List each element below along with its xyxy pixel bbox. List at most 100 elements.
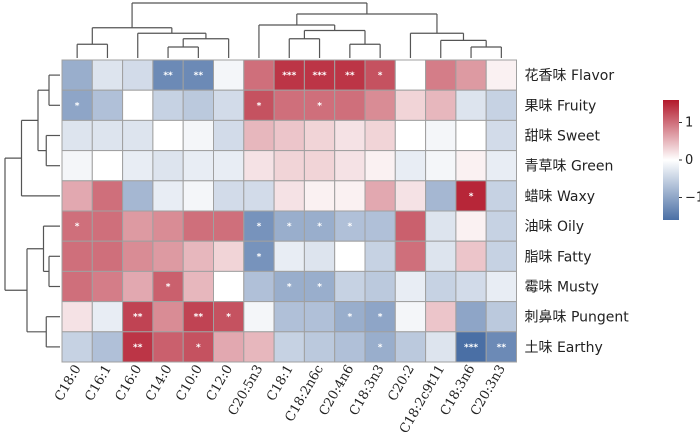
heatmap-cell [243, 180, 275, 212]
colorbar-gradient [663, 100, 679, 220]
heatmap-cell [425, 89, 457, 121]
column-labels: C18:0C16:1C16:0C14:0C10:0C12:0C20:5n3C18… [52, 362, 509, 436]
heatmap-cell [455, 301, 487, 333]
heatmap-cell [364, 240, 396, 272]
row-label: 果味 Fruity [525, 98, 597, 114]
heatmap-cell [394, 59, 427, 91]
heatmap-cell [152, 240, 184, 272]
heatmap-cell [273, 59, 305, 91]
heatmap-cell [394, 240, 427, 272]
heatmap-cell [213, 240, 245, 272]
significance-mark: ** [345, 71, 355, 81]
heatmap-cell [425, 240, 457, 272]
heatmap-cell [243, 331, 275, 363]
heatmap-cell [152, 180, 184, 212]
heatmap-cell [485, 59, 518, 91]
significance-mark: * [347, 313, 352, 323]
heatmap-cell [61, 240, 93, 272]
heatmap-cell [334, 180, 366, 212]
significance-mark: ** [497, 343, 507, 353]
significance-mark: * [257, 222, 262, 232]
heatmap-cells [61, 59, 518, 363]
heatmap-cell [455, 59, 487, 91]
significance-mark: * [75, 222, 80, 232]
heatmap-cell [394, 270, 427, 303]
row-label: 花香味 Flavor [525, 68, 615, 84]
significance-mark: * [469, 192, 474, 202]
heatmap-cell [303, 119, 336, 152]
column-label: C10:0 [173, 363, 206, 404]
column-label: C12:0 [204, 363, 237, 404]
column-label: C18:1 [264, 363, 297, 404]
heatmap-cell [61, 270, 93, 303]
heatmap-cell [152, 89, 184, 121]
heatmap-cell [425, 301, 457, 333]
heatmap-cell [273, 89, 305, 121]
heatmap-cell [213, 59, 245, 91]
heatmap-cell [182, 240, 214, 272]
heatmap-cell [182, 119, 214, 152]
heatmap-cell [213, 270, 245, 303]
heatmap-cell [455, 150, 487, 182]
significance-mark: ** [194, 313, 204, 323]
heatmap-cell [243, 119, 275, 152]
heatmap-cell [122, 270, 154, 303]
heatmap-cell [61, 59, 93, 91]
heatmap-cell [91, 119, 124, 152]
heatmap-cell [425, 59, 457, 91]
heatmap-cell [152, 150, 184, 182]
row-label: 油味 Oily [525, 219, 585, 235]
heatmap-cell [455, 210, 487, 242]
heatmap-cell [485, 240, 518, 272]
heatmap-cell [334, 240, 366, 272]
heatmap-cell [91, 89, 124, 121]
heatmap-cell [243, 270, 275, 303]
heatmap-cell [213, 89, 245, 121]
column-label: C16:0 [113, 363, 146, 404]
heatmap-cell [303, 240, 336, 272]
heatmap-cell [243, 59, 275, 91]
heatmap-cell [425, 150, 457, 182]
heatmap-cell [182, 150, 214, 182]
significance-mark: * [317, 222, 322, 232]
heatmap-cell [455, 89, 487, 121]
heatmap-cell [213, 331, 245, 363]
significance-mark: * [317, 283, 322, 293]
heatmap-cell [61, 89, 93, 121]
column-label: C20:2 [385, 363, 418, 404]
heatmap-cell [394, 89, 427, 121]
significance-mark: * [378, 343, 383, 353]
heatmap-cell [364, 270, 396, 303]
heatmap-cell [485, 150, 518, 182]
significance-marks: ** ** *** *** ** ** * *** * * * *** * *** ** * * *** * * ***… [75, 71, 507, 353]
heatmap-cell [334, 331, 366, 363]
heatmap-cell [122, 59, 154, 91]
heatmap-cell [91, 180, 124, 212]
column-label: C18:0 [52, 363, 85, 404]
heatmap-cell [273, 150, 305, 182]
heatmap-cell [122, 240, 154, 272]
heatmap-cell [455, 180, 487, 212]
heatmap-cell [485, 210, 518, 242]
significance-mark: *** [464, 343, 478, 353]
heatmap-cell [122, 89, 154, 121]
heatmap-cell [213, 150, 245, 182]
heatmap-cell [394, 180, 427, 212]
heatmap-cell [303, 301, 336, 333]
significance-mark: ** [163, 71, 173, 81]
heatmap-cell [394, 331, 427, 363]
heatmap-cell [485, 89, 518, 121]
row-label: 刺鼻味 Pungent [525, 309, 630, 326]
heatmap-cell [485, 331, 518, 363]
heatmap-cell [455, 119, 487, 152]
heatmap-cell [182, 210, 214, 242]
significance-mark: * [378, 71, 383, 81]
colorbar-tick-label: 0 [685, 153, 693, 168]
heatmap-cell [303, 331, 336, 363]
colorbar-tick-label: −1 [685, 191, 700, 206]
row-label: 甜味 Sweet [525, 129, 601, 145]
heatmap-cell [243, 150, 275, 182]
heatmap-cell [425, 119, 457, 152]
heatmap-cell [425, 210, 457, 242]
heatmap-cell [61, 180, 93, 212]
